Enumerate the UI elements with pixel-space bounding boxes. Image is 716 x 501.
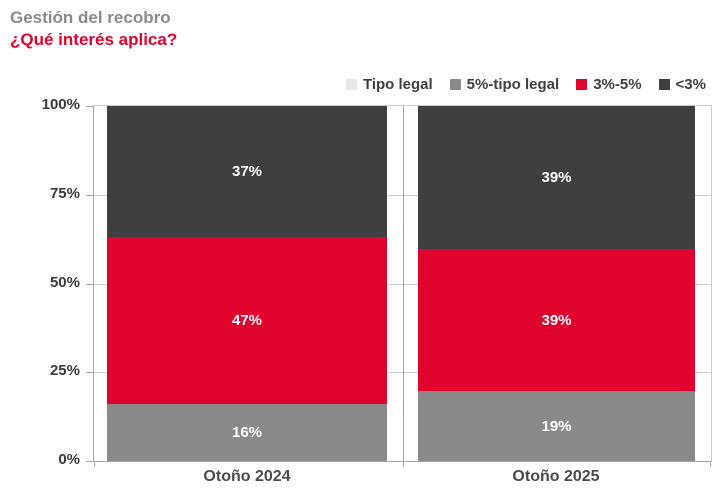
stacked-bar: 39% 39% 19% xyxy=(418,106,695,461)
y-axis-tick-label: 75% xyxy=(49,184,80,202)
bar-segment-value-label: 39% xyxy=(541,311,572,329)
y-axis-tick xyxy=(86,283,94,285)
legend-label: 3%-5% xyxy=(593,76,642,93)
legend-item: 5%-tipo legal xyxy=(449,76,560,93)
legend-item: <3% xyxy=(658,76,706,93)
legend-label: Tipo legal xyxy=(362,76,433,93)
legend-swatch-icon xyxy=(658,79,670,90)
chart-title: Gestión del recobro xyxy=(10,8,171,27)
gridline xyxy=(94,194,711,196)
gridline xyxy=(94,283,711,285)
legend-label: 5%-tipo legal xyxy=(466,76,560,93)
y-axis-tick-label: 100% xyxy=(41,96,80,113)
bar-segment: 16% xyxy=(107,404,387,461)
bar-segment-value-label: 47% xyxy=(231,312,263,330)
stacked-bar: 37% 47% 16% xyxy=(107,106,387,461)
bar-segment-value-label: 19% xyxy=(541,417,572,435)
x-axis-category-label: Otoño 2024 xyxy=(203,468,291,485)
legend-item: Tipo legal xyxy=(345,76,433,93)
x-axis-category-label: Otoño 2025 xyxy=(512,468,600,485)
legend-item: 3%-5% xyxy=(576,76,642,93)
legend-swatch-icon xyxy=(345,79,357,90)
y-axis-tick-label: 50% xyxy=(49,273,80,291)
y-axis-labels: 100% 75% 50% 25% 0% xyxy=(0,96,80,468)
bar-segment-value-label: 16% xyxy=(231,424,263,442)
x-axis-tick xyxy=(94,461,95,467)
gridline xyxy=(94,372,711,374)
y-axis-tick xyxy=(86,372,94,374)
legend-swatch-icon xyxy=(449,79,461,90)
bar-segment: 47% xyxy=(107,237,387,405)
x-axis-tick xyxy=(710,461,711,467)
bar-segment: 39% xyxy=(418,248,695,392)
plot-area: 37% 47% 16% 39% 39% 19% xyxy=(86,105,712,467)
legend-swatch-icon xyxy=(576,79,588,90)
bar-segment: 37% xyxy=(107,106,387,238)
bar-segment: 39% xyxy=(418,106,695,249)
y-axis-tick xyxy=(86,194,94,196)
bar-segment: 19% xyxy=(418,391,695,461)
bar-segment-value-label: 39% xyxy=(541,168,572,186)
bar-segment-value-label: 37% xyxy=(231,163,263,181)
y-axis-tick xyxy=(86,461,94,462)
y-axis-tick xyxy=(86,106,94,107)
y-axis-tick-label: 0% xyxy=(58,451,80,468)
chart-subtitle: ¿Qué interés aplica? xyxy=(10,30,178,49)
legend-label: <3% xyxy=(675,76,706,93)
legend: Tipo legal 5%-tipo legal 3%-5% <3% xyxy=(345,76,706,93)
x-axis-labels: Otoño 2024 Otoño 2025 xyxy=(93,468,711,492)
y-axis-tick-label: 25% xyxy=(49,362,80,380)
panel-divider xyxy=(403,106,404,467)
